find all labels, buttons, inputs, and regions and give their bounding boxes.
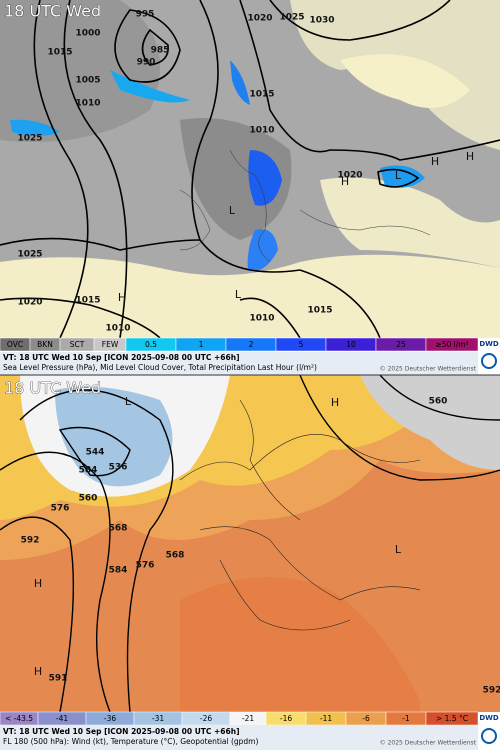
time-label: 18 UTC Wed xyxy=(4,2,101,21)
pressure-center: L xyxy=(395,169,402,182)
pressure-center: L xyxy=(125,395,132,408)
isoline-label: 560 xyxy=(429,397,448,407)
legend-label: OVC xyxy=(7,340,23,349)
isoline-label: 1015 xyxy=(249,90,274,100)
valid-time: VT: 18 UTC Wed 10 Sep [ICON 2025-09-08 0… xyxy=(3,353,240,362)
legend-label: SCT xyxy=(70,340,85,349)
legend-label: 2 xyxy=(249,340,254,349)
pressure-center: H xyxy=(341,175,349,188)
isoline-label: 536 xyxy=(109,463,128,473)
description: Sea Level Pressure (hPa), Mid Level Clou… xyxy=(3,363,317,372)
valid-time: VT: 18 UTC Wed 10 Sep [ICON 2025-09-08 0… xyxy=(3,727,240,736)
legend-label: ≥50 l/m² xyxy=(435,340,468,349)
logo-icon xyxy=(481,728,497,744)
isoline-label: 576 xyxy=(51,504,70,514)
copyright: © 2025 Deutscher Wetterdienst xyxy=(380,366,477,373)
legend-label: < -43.5 xyxy=(5,714,33,723)
isoline-label: 584 xyxy=(109,566,128,576)
legend-label: 1 xyxy=(199,340,204,349)
legend-label: 5 xyxy=(299,340,304,349)
isoline-label: 1010 xyxy=(105,324,130,334)
isoline-label: 1030 xyxy=(309,16,334,26)
legend-label: -36 xyxy=(104,714,116,723)
pressure-center: L xyxy=(229,204,236,217)
legend-label: -16 xyxy=(280,714,292,723)
isoline-label: 576 xyxy=(136,561,155,571)
legend-label: -1 xyxy=(402,714,410,723)
logo-icon xyxy=(481,353,497,369)
pressure-center: H xyxy=(118,291,126,304)
pressure-center: H xyxy=(466,150,474,163)
info-box xyxy=(0,352,478,375)
isoline-label: 591 xyxy=(49,674,68,684)
copyright: © 2025 Deutscher Wetterdienst xyxy=(380,740,477,747)
legend-label: -41 xyxy=(56,714,68,723)
isoline-label: 1015 xyxy=(75,296,100,306)
pressure-center: H xyxy=(331,396,339,409)
logo: DWD xyxy=(479,714,499,722)
isoline-label: 995 xyxy=(136,10,155,20)
pressure-center: L xyxy=(235,288,242,301)
pressure-center: H xyxy=(34,577,42,590)
legend: OVC BKN SCT FEW 0.5 1 2 5 10 25 ≥50 l/m² xyxy=(0,337,479,352)
legend-label: -6 xyxy=(362,714,370,723)
isoline-label: 985 xyxy=(151,46,170,56)
legend-label: FEW xyxy=(102,340,119,349)
legend-label: > 1.5 °C xyxy=(436,714,468,723)
legend-label: 0.5 xyxy=(145,340,157,349)
isoline-label: 1025 xyxy=(17,250,42,260)
legend-label: 25 xyxy=(396,340,406,349)
isoline-label: 1010 xyxy=(75,99,100,109)
legend-label: -26 xyxy=(200,714,212,723)
legend-label: -21 xyxy=(242,714,254,723)
isoline-label: 1000 xyxy=(75,29,100,39)
legend-label: 10 xyxy=(346,340,356,349)
isoline-label: 1010 xyxy=(249,126,274,136)
isoline-label: 1025 xyxy=(17,134,42,144)
isoline-label: 1025 xyxy=(279,13,304,23)
description: FL 180 (500 hPa): Wind (kt), Temperature… xyxy=(3,737,258,746)
isoline-label: 592 xyxy=(21,536,40,546)
pressure-map xyxy=(0,0,500,339)
legend: < -43.5 -41 -36 -31 -26 -21 -16 -11 -6 -1 > 1.5 °C xyxy=(0,711,479,726)
isoline-label: 1005 xyxy=(75,76,100,86)
isoline-label: 568 xyxy=(166,551,185,561)
isoline-label: 544 xyxy=(86,448,105,458)
isoline-label: 584 xyxy=(79,466,98,476)
legend-label: BKN xyxy=(37,340,53,349)
time-label: 18 UTC Wed xyxy=(4,379,101,398)
info-box xyxy=(0,725,478,750)
pressure-center: H xyxy=(34,665,42,678)
isoline-label: 1020 xyxy=(17,298,42,308)
legend-label: -31 xyxy=(152,714,164,723)
isoline-label: 1015 xyxy=(47,48,72,58)
legend-label: -11 xyxy=(320,714,332,723)
isoline-label: 592 xyxy=(483,686,500,696)
pressure-center: H xyxy=(431,155,439,168)
map-labels: 560 536 544 584 560 576 568 592 584 576 568 592 591 H… xyxy=(21,395,500,696)
isoline-label: 1020 xyxy=(337,171,362,181)
upper-air-map xyxy=(0,374,500,713)
logo: DWD xyxy=(479,340,499,348)
isoline-label: 560 xyxy=(79,494,98,504)
isoline-label: 1010 xyxy=(249,314,274,324)
isoline-label: 568 xyxy=(109,524,128,534)
isoline-label: 1015 xyxy=(307,306,332,316)
isoline-label: 990 xyxy=(137,58,156,68)
pressure-center: L xyxy=(395,543,402,556)
isoline-label: 1020 xyxy=(247,14,272,24)
